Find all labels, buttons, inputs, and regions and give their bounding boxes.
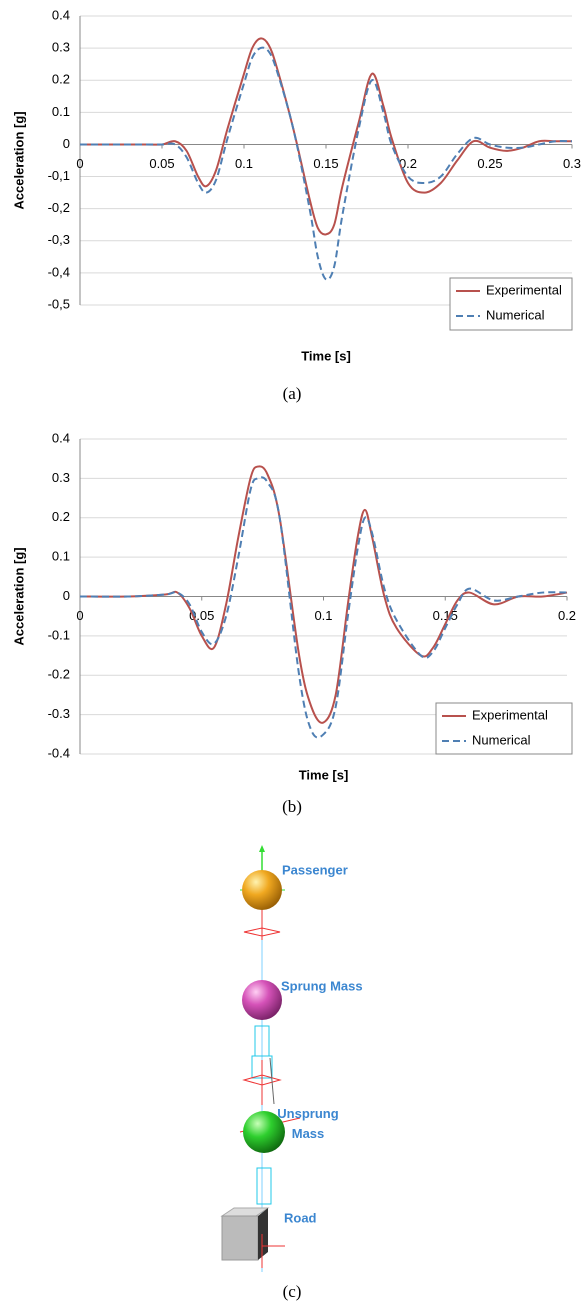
x-axis-title: Time [s] bbox=[299, 767, 349, 782]
legend: Experimental Numerical bbox=[435, 702, 573, 755]
y-tick-label: 0.3 bbox=[52, 470, 70, 485]
x-tick-label: 0 bbox=[76, 608, 83, 623]
y-tick-label: 0 bbox=[63, 588, 70, 603]
x-tick-label: 0 bbox=[76, 156, 83, 171]
y-tick-label: 0.2 bbox=[52, 72, 70, 87]
x-tick-label: 0.3 bbox=[563, 156, 581, 171]
y-tick-label: 0.1 bbox=[52, 549, 70, 564]
y-axis-title: Acceleration [g] bbox=[11, 547, 26, 645]
y-tick-label: 0.4 bbox=[52, 430, 70, 445]
y-tick-label: -0,3 bbox=[48, 232, 70, 247]
y-tick-label: -0.4 bbox=[48, 745, 70, 760]
y-tick-label: -0.3 bbox=[48, 706, 70, 721]
series-line bbox=[79, 465, 568, 724]
y-tick-label: -0,4 bbox=[48, 264, 70, 279]
passenger-mass bbox=[242, 870, 282, 910]
y-tick-label: -0.1 bbox=[48, 627, 70, 642]
legend-label: Numerical bbox=[472, 732, 531, 747]
legend-box bbox=[435, 702, 573, 755]
x-tick-label: 0.1 bbox=[314, 608, 332, 623]
legend-label: Experimental bbox=[486, 282, 562, 297]
x-tick-label: 0.2 bbox=[558, 608, 576, 623]
y-tick-label: 0.4 bbox=[52, 7, 70, 22]
y-tick-label: 0.1 bbox=[52, 104, 70, 119]
multibody-diagram: Passenger Sprung Mass Unsprung Mass Road bbox=[220, 845, 363, 1272]
x-tick-label: 0.15 bbox=[433, 608, 458, 623]
sprung-mass bbox=[242, 980, 282, 1020]
diagram-label-box: Unsprung Mass bbox=[277, 1106, 339, 1141]
y-tick-label: -0,2 bbox=[48, 200, 70, 215]
unsprung-mass bbox=[243, 1111, 285, 1153]
diagram-label: Sprung Mass bbox=[281, 978, 363, 993]
legend-label: Numerical bbox=[486, 307, 545, 322]
y-tick-label: 0.3 bbox=[52, 40, 70, 55]
x-tick-label: 0.1 bbox=[235, 156, 253, 171]
y-tick-label: -0,5 bbox=[48, 296, 70, 311]
x-tick-label: 0.15 bbox=[313, 156, 338, 171]
legend-label: Experimental bbox=[472, 707, 548, 722]
diagram-label: Road bbox=[284, 1210, 317, 1225]
caption: (b) bbox=[282, 797, 302, 816]
y-tick-label: 0 bbox=[63, 136, 70, 151]
y-axis-title: Acceleration [g] bbox=[11, 111, 26, 209]
x-tick-label: 0.25 bbox=[477, 156, 502, 171]
diagram-label: Unsprung Mass bbox=[277, 1106, 339, 1141]
series-line bbox=[80, 37, 572, 236]
y-tick-label: -0,1 bbox=[48, 168, 70, 183]
x-tick-label: 0.05 bbox=[149, 156, 174, 171]
legend: Experimental Numerical bbox=[449, 277, 573, 331]
legend-box bbox=[449, 277, 573, 331]
caption: (c) bbox=[283, 1282, 302, 1301]
road-block bbox=[221, 1215, 259, 1261]
y-tick-label: 0.2 bbox=[52, 509, 70, 524]
x-tick-label: 0.2 bbox=[399, 156, 417, 171]
y-tick-label: -0.2 bbox=[48, 667, 70, 682]
caption: (a) bbox=[283, 384, 302, 403]
diagram-label: Passenger bbox=[282, 862, 348, 877]
x-axis-title: Time [s] bbox=[301, 348, 351, 363]
